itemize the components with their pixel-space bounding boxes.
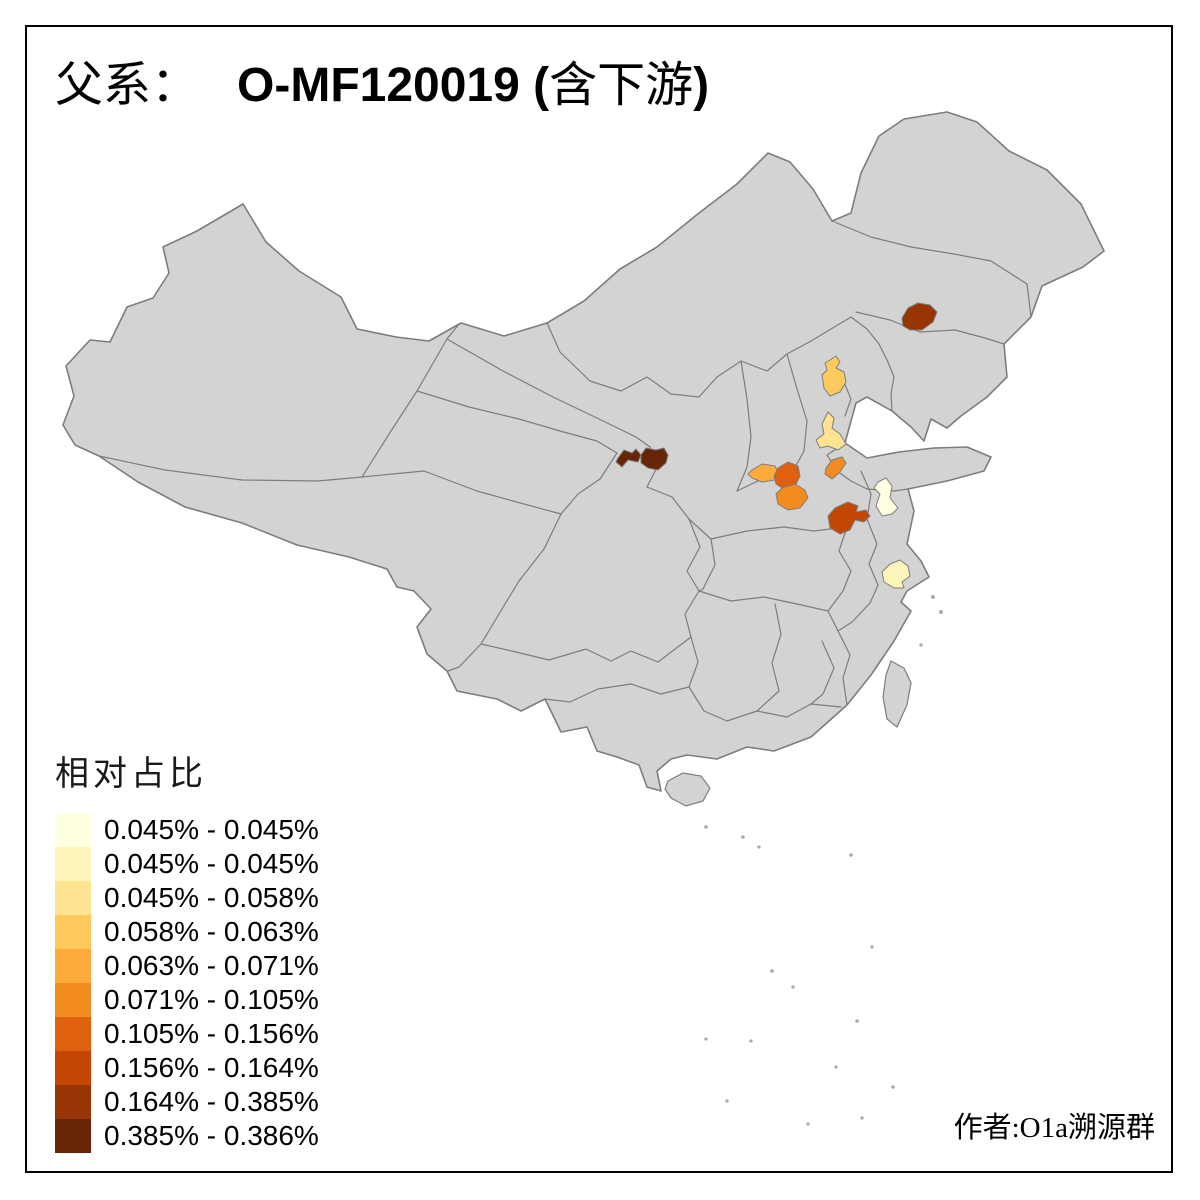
legend-label: 0.156% - 0.164%: [104, 1052, 319, 1083]
highlighted-regions: [615, 302, 938, 589]
title-suffix-zh: 含下游: [549, 59, 694, 112]
mainland-outline: [62, 111, 1105, 792]
legend-swatch: [55, 813, 91, 847]
province-borders: [98, 220, 1032, 722]
coastal-islets: [919, 595, 943, 647]
legend-label: 0.071% - 0.105%: [104, 984, 319, 1015]
hainan-island: [664, 772, 711, 807]
legend-swatch: [55, 949, 91, 983]
legend-item: 0.156% - 0.164%: [55, 1051, 319, 1085]
title-prefix: 父系：: [55, 59, 200, 112]
legend-swatch: [55, 1051, 91, 1085]
islands: [664, 595, 943, 1126]
legend-label: 0.105% - 0.156%: [104, 1018, 319, 1049]
legend-swatch: [55, 1085, 91, 1119]
region-patch: [881, 559, 911, 589]
legend-item: 0.164% - 0.385%: [55, 1085, 319, 1119]
region-patch: [824, 456, 847, 480]
region-patch: [815, 411, 847, 451]
legend-item: 0.105% - 0.156%: [55, 1017, 319, 1051]
region-patch: [640, 447, 669, 471]
legend-title: 相对占比: [55, 755, 207, 793]
legend-swatch: [55, 847, 91, 881]
legend-item: 0.071% - 0.105%: [55, 983, 319, 1017]
legend-label: 0.045% - 0.058%: [104, 882, 319, 913]
legend-swatch: [55, 881, 91, 915]
south-china-sea-islets: [704, 825, 895, 1126]
taiwan-island: [882, 660, 912, 728]
region-patch: [827, 501, 871, 535]
page-title: 父系： O-MF120019 (含下游): [55, 58, 709, 113]
legend-label: 0.164% - 0.385%: [104, 1086, 319, 1117]
region-patch: [873, 477, 899, 517]
title-close-paren: ): [693, 59, 710, 112]
legend-item: 0.045% - 0.045%: [55, 813, 319, 847]
legend-item: 0.063% - 0.071%: [55, 949, 319, 983]
legend-swatch: [55, 983, 91, 1017]
china-mainland: [62, 111, 1105, 792]
region-patch: [821, 355, 847, 397]
legend-label: 0.063% - 0.071%: [104, 950, 319, 981]
legend-item: 0.045% - 0.045%: [55, 847, 319, 881]
legend-item: 0.385% - 0.386%: [55, 1119, 319, 1153]
legend-items: 0.045% - 0.045% 0.045% - 0.045% 0.045% - 0…: [55, 813, 319, 1153]
region-patch: [615, 448, 642, 468]
legend-swatch: [55, 1119, 91, 1153]
legend-label: 0.385% - 0.386%: [104, 1120, 319, 1151]
legend: 相对占比 0.045% - 0.045% 0.045% - 0.045% 0.045…: [55, 746, 319, 1153]
title-haplogroup: O-MF120019 (: [237, 59, 550, 112]
legend-swatch: [55, 1017, 91, 1051]
legend-label: 0.045% - 0.045%: [104, 814, 319, 845]
legend-label: 0.045% - 0.045%: [104, 848, 319, 879]
region-patch: [775, 483, 809, 511]
legend-item: 0.045% - 0.058%: [55, 881, 319, 915]
legend-item: 0.058% - 0.063%: [55, 915, 319, 949]
legend-label: 0.058% - 0.063%: [104, 916, 319, 947]
attribution: 作者:O1a溯源群: [953, 1112, 1155, 1144]
legend-swatch: [55, 915, 91, 949]
region-patch: [901, 302, 938, 331]
